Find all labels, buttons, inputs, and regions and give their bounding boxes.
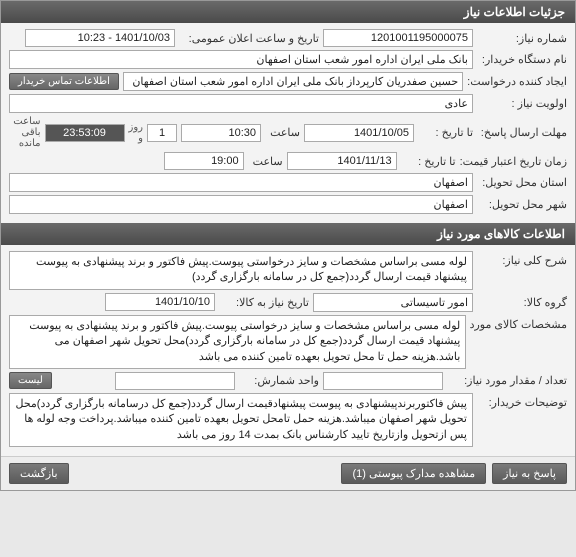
deadline-time-field: 10:30 — [181, 124, 261, 142]
summary-field: لوله مسی براساس مشخصات و سایز درخواستی پ… — [9, 251, 473, 290]
view-attachments-button[interactable]: مشاهده مدارک پیوستی (1) — [341, 463, 486, 484]
section1-body: شماره نیاز: 1201001195000075 تاریخ و ساع… — [1, 23, 575, 223]
validity-time-field: 19:00 — [164, 152, 244, 170]
delivery-province-field: اصفهان — [9, 173, 473, 192]
group-label: گروه کالا: — [477, 296, 567, 309]
validity-date-field: 1401/11/13 — [287, 152, 397, 170]
buyer-notes-field: پیش فاکتوربرندپیشنهادی به پیوست پیشنهادق… — [9, 393, 473, 447]
deadline-date-field: 1401/10/05 — [304, 124, 414, 142]
back-button[interactable]: بازگشت — [9, 463, 69, 484]
qty-field — [323, 372, 443, 390]
need-number-field: 1201001195000075 — [323, 29, 473, 47]
summary-label: شرح کلی نیاز: — [477, 251, 567, 267]
priority-label: اولویت نیاز : — [477, 97, 567, 110]
qty-label: تعداد / مقدار مورد نیاز: — [447, 374, 567, 387]
buyer-name-label: نام دستگاه خریدار: — [477, 53, 567, 66]
buyer-name-field: بانک ملی ایران اداره امور شعب استان اصفه… — [9, 50, 473, 69]
priority-field: عادی — [9, 94, 473, 113]
delivery-province-label: استان محل تحویل: — [477, 176, 567, 189]
group-field: امور تاسیساتی — [313, 293, 473, 312]
delivery-city-field: اصفهان — [9, 195, 473, 214]
remain-time-field: 23:53:09 — [45, 124, 125, 142]
buyer-notes-label: توضیحات خریدار: — [477, 393, 567, 409]
section1-header: جزئیات اطلاعات نیاز — [1, 1, 575, 23]
validity-label: زمان تاریخ اعتبار قیمت: — [460, 155, 567, 168]
reply-button[interactable]: پاسخ به نیاز — [492, 463, 567, 484]
unit-field — [115, 372, 235, 390]
section2-header: اطلاعات کالاهای مورد نیاز — [1, 223, 575, 245]
need-date-field: 1401/10/10 — [105, 293, 215, 311]
announce-field: 1401/10/03 - 10:23 — [25, 29, 175, 47]
need-number-label: شماره نیاز: — [477, 32, 567, 45]
remain-suffix: ساعت باقی مانده — [9, 116, 41, 149]
need-date-label: تاریخ نیاز به کالا: — [219, 296, 309, 309]
deadline-label: مهلت ارسال پاسخ: — [477, 126, 567, 139]
unit-label: واحد شمارش: — [239, 374, 319, 387]
section2-title: اطلاعات کالاهای مورد نیاز — [437, 227, 565, 241]
announce-label: تاریخ و ساعت اعلان عمومی: — [179, 32, 319, 45]
section1-title: جزئیات اطلاعات نیاز — [464, 5, 565, 19]
spec-field: لوله مسی براساس مشخصات و سایز درخواستی پ… — [9, 315, 466, 369]
contact-buyer-button[interactable]: اطلاعات تماس خریدار — [9, 73, 119, 90]
deadline-to-label: تا تاریخ : — [418, 126, 473, 139]
deadline-time-label: ساعت — [265, 126, 300, 139]
remain-days-label: روز و — [129, 122, 144, 144]
delivery-city-label: شهر محل تحویل: — [477, 198, 567, 211]
spec-label: مشخصات کالای مورد نیاز: — [470, 315, 567, 331]
requester-field: حسین صفدریان کارپرداز بانک ملی ایران ادا… — [123, 72, 463, 91]
footer-bar: پاسخ به نیاز مشاهده مدارک پیوستی (1) باز… — [1, 456, 575, 490]
details-window: جزئیات اطلاعات نیاز شماره نیاز: 12010011… — [0, 0, 576, 491]
validity-time-label: ساعت — [248, 155, 283, 168]
remain-days-field: 1 — [147, 124, 177, 142]
section2-body: شرح کلی نیاز: لوله مسی براساس مشخصات و س… — [1, 245, 575, 456]
requester-label: ایجاد کننده درخواست: — [467, 75, 567, 88]
validity-to-label: تا تاریخ : — [401, 155, 456, 168]
list-button[interactable]: لیست — [9, 372, 52, 389]
